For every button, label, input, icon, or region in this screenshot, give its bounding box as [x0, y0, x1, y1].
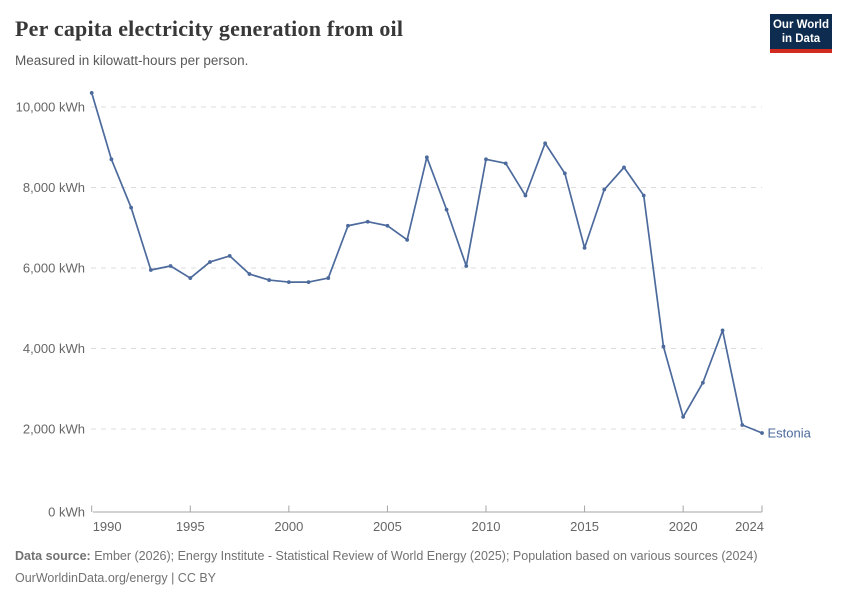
y-tick-label: 10,000 kWh [16, 100, 85, 115]
data-source-text: Ember (2026); Energy Institute - Statist… [94, 549, 758, 563]
x-tick-label: 2000 [274, 519, 303, 534]
owid-logo: Our World in Data [770, 14, 832, 53]
x-tick-label: 2005 [373, 519, 402, 534]
data-point[interactable] [346, 223, 350, 228]
y-tick-label: 2,000 kWh [23, 422, 85, 437]
data-point[interactable] [267, 278, 272, 282]
data-point[interactable] [89, 91, 94, 95]
data-point[interactable] [424, 155, 429, 160]
data-point[interactable] [385, 223, 390, 228]
data-point[interactable] [286, 280, 291, 284]
y-tick-label: 4,000 kWh [23, 341, 85, 356]
data-point[interactable] [622, 165, 626, 170]
data-point[interactable] [129, 205, 134, 210]
data-point[interactable] [681, 415, 686, 419]
data-line [90, 92, 763, 434]
data-point[interactable] [188, 276, 193, 280]
chart-title: Per capita electricity generation from o… [15, 16, 404, 41]
series-end-label: Estonia [768, 426, 812, 441]
data-point[interactable] [306, 280, 311, 284]
license-line: OurWorldinData.org/energy | CC BY [15, 570, 217, 585]
data-point[interactable] [484, 157, 488, 162]
x-tick-label: 1995 [176, 519, 205, 534]
data-point[interactable] [109, 157, 114, 162]
data-point[interactable] [641, 193, 646, 198]
data-point[interactable] [168, 264, 173, 268]
y-tick-label: 6,000 kWh [23, 261, 85, 276]
x-tick-label: 1990 [93, 519, 122, 534]
y-tick-label: 8,000 kWh [23, 180, 85, 195]
data-point[interactable] [444, 207, 449, 212]
data-point[interactable] [464, 264, 469, 268]
chart-footer: Data source: Ember (2026); Energy Instit… [15, 546, 837, 589]
data-point[interactable] [208, 260, 212, 264]
x-tick-label: 2010 [472, 519, 501, 534]
data-point[interactable] [562, 171, 567, 176]
data-point[interactable] [740, 423, 745, 427]
data-point[interactable] [326, 276, 331, 280]
data-source-label: Data source: [15, 549, 91, 563]
data-point[interactable] [543, 141, 548, 146]
data-point[interactable] [227, 254, 232, 258]
data-source-line: Data source: Ember (2026); Energy Instit… [15, 546, 837, 568]
data-point[interactable] [523, 193, 528, 198]
x-tick-label: 2024 [735, 519, 764, 534]
data-point[interactable] [602, 187, 607, 192]
chart-subtitle: Measured in kilowatt-hours per person. [15, 53, 249, 68]
data-point[interactable] [582, 245, 587, 250]
data-point[interactable] [661, 344, 666, 349]
y-tick-label: 0 kWh [48, 505, 85, 520]
data-point[interactable] [148, 268, 153, 272]
data-point[interactable] [365, 219, 370, 224]
data-point[interactable] [503, 161, 508, 166]
x-tick-label: 2020 [669, 519, 698, 534]
x-tick-label: 2015 [570, 519, 599, 534]
data-point[interactable] [760, 431, 764, 435]
data-point[interactable] [720, 328, 725, 333]
data-point[interactable] [700, 380, 705, 385]
owid-logo-line2: in Data [781, 33, 821, 45]
owid-logo-line1: Our World [772, 19, 829, 31]
data-point[interactable] [405, 237, 410, 242]
data-point[interactable] [247, 272, 252, 276]
